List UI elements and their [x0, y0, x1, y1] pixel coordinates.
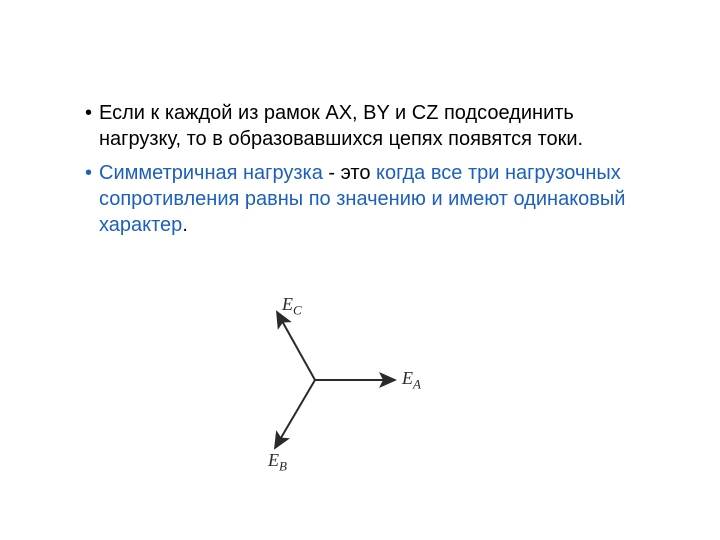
bullet-list: Если к каждой из рамок АХ, ВY и СZ подсо…: [85, 100, 650, 238]
bullet-2-part1: Симметричная нагрузка: [99, 162, 323, 184]
bullet-2-part4: .: [182, 214, 188, 236]
bullet-item-1: Если к каждой из рамок АХ, ВY и СZ подсо…: [85, 100, 650, 152]
bullet-2-part2: - это: [323, 162, 376, 184]
vector-EC: [277, 312, 315, 380]
bullet-item-2: Симметричная нагрузка - это когда все тр…: [85, 160, 650, 238]
vector-EB: [275, 380, 315, 448]
vector-label-EA: EA: [402, 368, 421, 393]
vector-diagram: EA EC EB: [220, 290, 450, 480]
vector-label-EC: EC: [282, 294, 302, 319]
bullet-1-text: Если к каждой из рамок АХ, ВY и СZ подсо…: [99, 102, 583, 150]
vector-label-EB: EB: [268, 450, 287, 475]
slide: Если к каждой из рамок АХ, ВY и СZ подсо…: [0, 0, 720, 540]
